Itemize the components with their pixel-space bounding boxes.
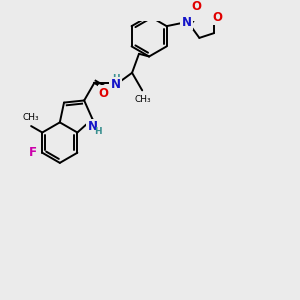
Text: O: O xyxy=(191,1,201,13)
Text: CH₃: CH₃ xyxy=(23,113,39,122)
Text: H: H xyxy=(112,74,119,83)
Text: N: N xyxy=(110,78,120,91)
Text: F: F xyxy=(29,146,37,159)
Text: N: N xyxy=(87,120,98,133)
Text: N: N xyxy=(182,16,192,29)
Text: H: H xyxy=(94,127,102,136)
Text: CH₃: CH₃ xyxy=(135,95,152,104)
Text: O: O xyxy=(213,11,223,24)
Text: O: O xyxy=(99,87,109,100)
